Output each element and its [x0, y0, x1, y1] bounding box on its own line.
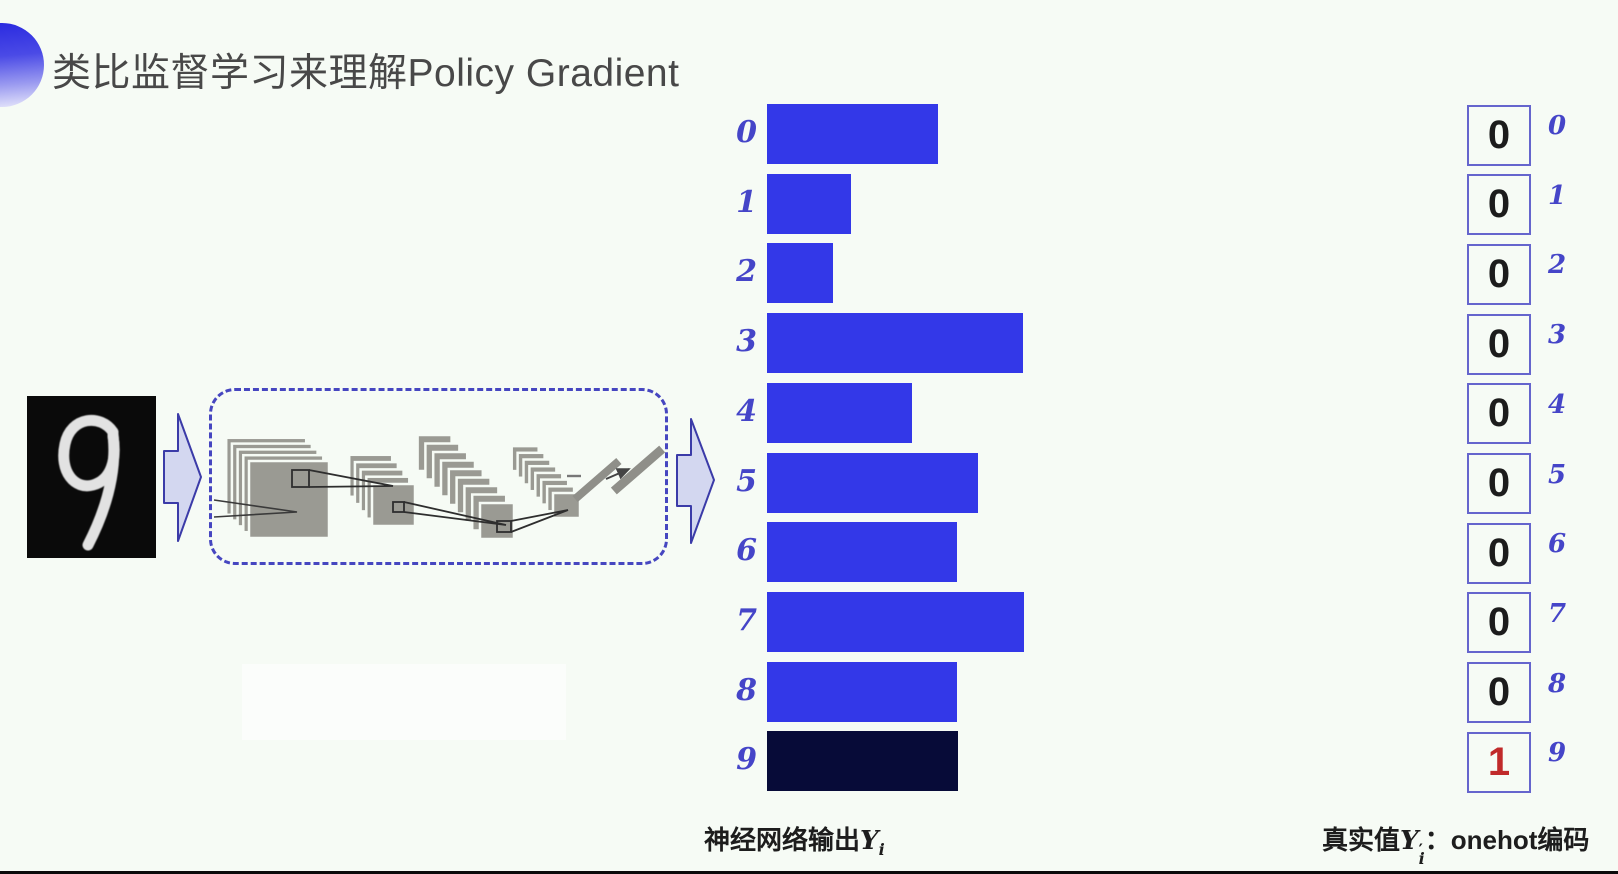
bar: [767, 731, 958, 792]
faint-highlight-rect: [242, 664, 566, 740]
title-bullet-circle: [0, 23, 44, 107]
bar-category-label: 4: [736, 393, 757, 429]
onehot-category-label: 1: [1548, 180, 1567, 211]
truth-caption-prefix: 真实值: [1322, 825, 1401, 855]
cnn-layers-drawing: [213, 433, 665, 541]
onehot-category-label: 2: [1548, 250, 1567, 281]
output-var-sub: i: [878, 840, 885, 860]
onehot-box: 0: [1467, 174, 1531, 236]
onehot-category-label: 3: [1548, 320, 1567, 351]
bar-category-label: 5: [736, 463, 757, 499]
bar: [767, 661, 957, 722]
onehot-value: 0: [1487, 600, 1511, 645]
truth-caption-suffix: onehot编码: [1450, 825, 1590, 855]
onehot-value: 0: [1487, 670, 1511, 715]
onehot-value: 0: [1487, 391, 1511, 436]
bar: [767, 452, 978, 513]
onehot-category-label: 5: [1548, 459, 1567, 490]
bar: [767, 313, 1023, 374]
onehot-box: 1: [1467, 731, 1531, 793]
onehot-box: 0: [1467, 243, 1531, 305]
onehot-category-label: 8: [1548, 668, 1567, 699]
onehot-box: 0: [1467, 383, 1531, 445]
conv-stack-1-layer: [247, 459, 331, 540]
right-block-arrow-icon: [163, 413, 202, 542]
onehot-category-label: 7: [1548, 598, 1567, 629]
bar: [767, 382, 912, 443]
digit-9-glyph: [58, 414, 120, 551]
output-var: Y: [860, 826, 879, 856]
bar: [767, 243, 833, 304]
bar-category-label: 1: [736, 184, 757, 220]
output-caption-text: 神经网络输出: [704, 825, 861, 855]
bar: [767, 104, 938, 164]
onehot-category-label: 6: [1548, 529, 1567, 560]
onehot-value: 0: [1487, 321, 1511, 366]
bar: [767, 591, 1024, 652]
page-title: 类比监督学习来理解Policy Gradient: [52, 52, 680, 95]
truth-caption: 真实值Y ′ i ：onehot编码: [1322, 820, 1590, 868]
bar-category-label: 3: [736, 323, 757, 359]
bar: [767, 522, 957, 583]
bar-category-label: 9: [736, 742, 757, 778]
cnn-diagram: [209, 388, 668, 565]
onehot-value: 0: [1487, 251, 1511, 296]
onehot-box: 0: [1467, 522, 1531, 584]
onehot-category-label: 4: [1548, 389, 1567, 420]
onehot-value: 0: [1487, 112, 1511, 157]
bar-category-label: 2: [736, 254, 757, 290]
output-caption: 神经网络输出Yi: [704, 820, 885, 859]
onehot-category-label: 0: [1548, 111, 1567, 141]
bar-category-label: 7: [736, 602, 757, 638]
mnist-digit-image: [27, 396, 156, 558]
onehot-value: 0: [1487, 530, 1511, 575]
onehot-box: 0: [1467, 313, 1531, 375]
onehot-value: 1: [1487, 739, 1511, 784]
bar: [767, 173, 851, 234]
right-block-arrow-icon: [676, 418, 715, 544]
bar-category-label: 0: [736, 114, 757, 150]
onehot-category-label: 9: [1548, 738, 1567, 769]
truth-var-subsup: ′ i: [1418, 839, 1425, 868]
onehot-value: 0: [1487, 182, 1511, 227]
truth-caption-separator: ：: [1424, 825, 1451, 855]
onehot-box: 0: [1467, 104, 1531, 166]
bar-category-label: 6: [736, 532, 757, 568]
bar-category-label: 8: [736, 672, 757, 708]
onehot-box: 0: [1467, 662, 1531, 724]
onehot-box: 0: [1467, 453, 1531, 514]
truth-var: Y: [1400, 826, 1419, 856]
bottom-edge-line: [0, 871, 1618, 874]
onehot-value: 0: [1487, 461, 1511, 505]
onehot-box: 0: [1467, 592, 1531, 654]
